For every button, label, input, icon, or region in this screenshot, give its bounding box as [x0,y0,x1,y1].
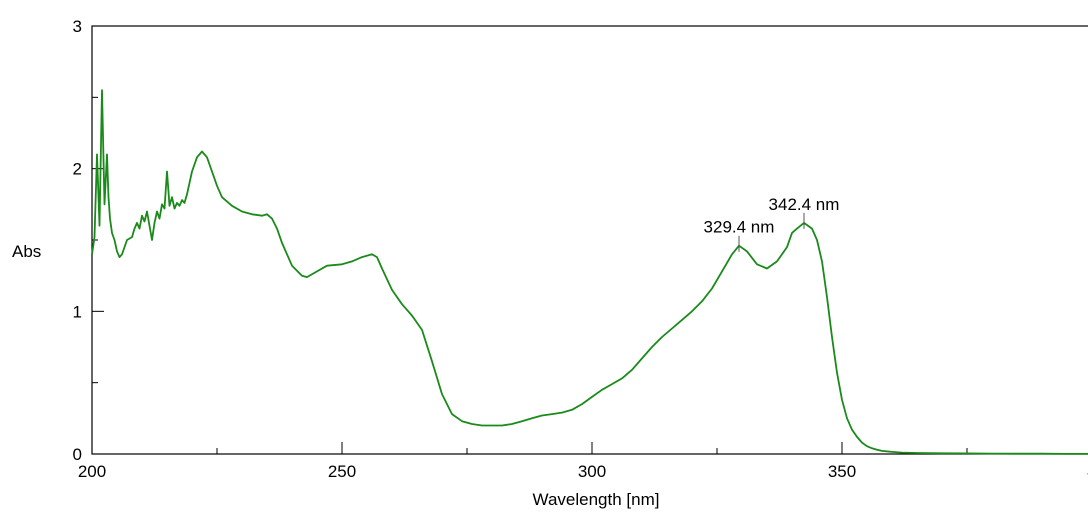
x-tick-label: 300 [578,462,606,481]
x-axis-label: Wavelength [nm] [533,490,660,509]
plot-area [92,26,1088,454]
y-axis-label: Abs [12,242,41,261]
peak-label: 342.4 nm [769,195,840,214]
x-tick-label: 250 [328,462,356,481]
x-tick-label: 350 [828,462,856,481]
x-tick-label: 200 [78,462,106,481]
y-tick-label: 3 [73,17,82,36]
y-tick-label: 1 [73,302,82,321]
y-tick-label: 2 [73,160,82,179]
peak-label: 329.4 nm [704,218,775,237]
